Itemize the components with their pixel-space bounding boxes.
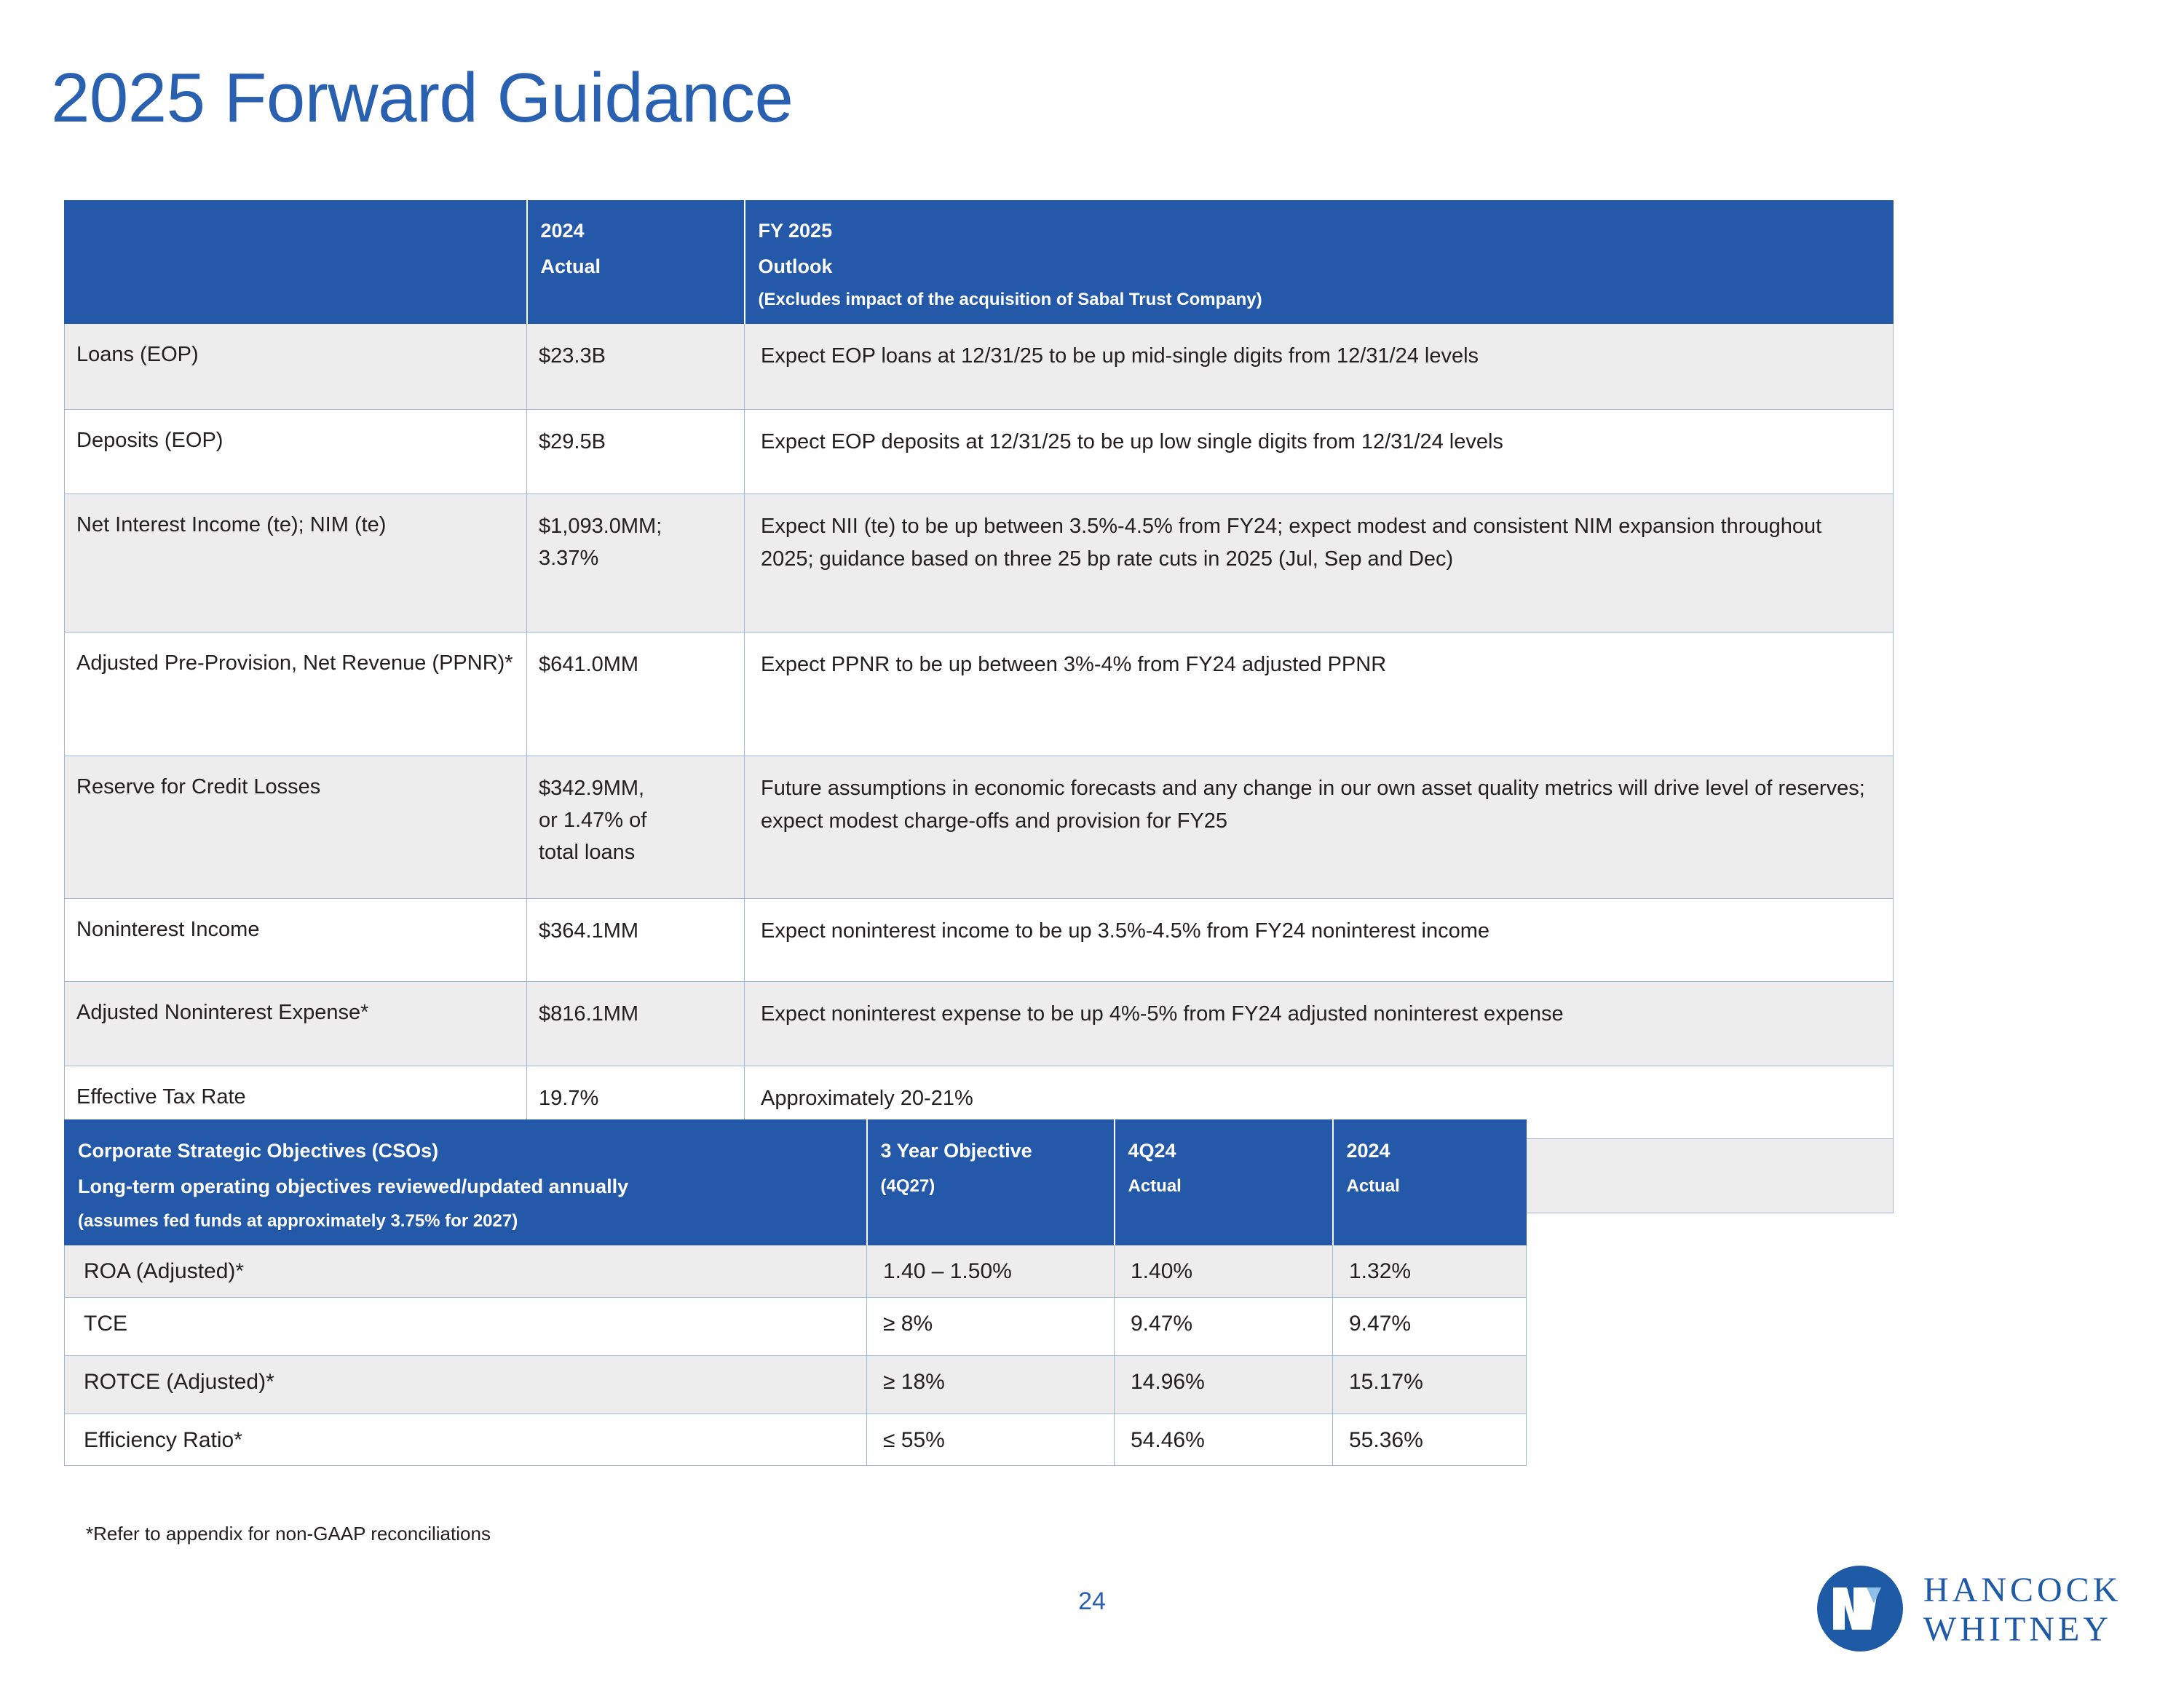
guidance-table-body: Loans (EOP) $23.3B Expect EOP loans at 12/… — [64, 323, 1894, 1214]
guidance-fy2025-outlook-text: Expect EOP loans at 12/31/25 to be up mi… — [744, 323, 1894, 411]
cso-header-subtitle: Long-term operating objectives reviewed/… — [78, 1175, 629, 1197]
guidance-header-metric — [64, 199, 528, 325]
guidance-fy2025-outlook-text: Future assumptions in economic forecasts… — [744, 756, 1894, 900]
cso-table-header-row: Corporate Strategic Objectives (CSOs) Lo… — [64, 1119, 1527, 1245]
guidance-fy2025-outlook-text: Expect PPNR to be up between 3%-4% from … — [744, 632, 1894, 757]
cso-4q24-actual-value: 14.96% — [1114, 1355, 1333, 1414]
guidance-fy2025-outlook-text: Expect noninterest income to be up 3.5%-… — [744, 898, 1894, 983]
guidance-metric-label: Deposits (EOP) — [64, 409, 527, 495]
guidance-header-2024-actual-line1: 2024 — [540, 220, 585, 242]
guidance-2024-actual-value: $23.3B — [526, 323, 745, 411]
forward-guidance-table: 2024 Actual FY 2025 Outlook (Excludes im… — [64, 199, 1894, 1214]
guidance-metric-label: Adjusted Pre-Provision, Net Revenue (PPN… — [64, 632, 527, 757]
guidance-fy2025-outlook-text: Expect noninterest expense to be up 4%-5… — [744, 981, 1894, 1067]
guidance-fy2025-outlook-text: Expect EOP deposits at 12/31/25 to be up… — [744, 409, 1894, 495]
guidance-fy2025-outlook-text: Expect NII (te) to be up between 3.5%-4.… — [744, 493, 1894, 633]
cso-header-3-year-objective-line1: 3 Year Objective — [880, 1140, 1032, 1162]
cso-2024-actual-value: 9.47% — [1332, 1296, 1527, 1356]
guidance-2024-actual-value: $342.9MM, or 1.47% of total loans — [526, 756, 745, 900]
cso-metric-label: Efficiency Ratio* — [64, 1413, 867, 1466]
guidance-2024-actual-value: $641.0MM — [526, 632, 745, 757]
cso-table-body: ROA (Adjusted)* 1.40 – 1.50% 1.40% 1.32% TCE… — [64, 1245, 1527, 1466]
hancock-whitney-wordmark: HANCOCK WHITNEY — [1923, 1571, 2121, 1649]
cso-4q24-actual-value: 1.40% — [1114, 1245, 1333, 1298]
table-row: Efficiency Ratio* ≤ 55% 54.46% 55.36% — [64, 1413, 1527, 1466]
guidance-header-2024-actual: 2024 Actual — [526, 199, 745, 325]
guidance-header-fy2025-outlook: FY 2025 Outlook (Excludes impact of the … — [744, 199, 1894, 325]
guidance-2024-actual-value: $29.5B — [526, 409, 745, 495]
cso-4q24-actual-value: 54.46% — [1114, 1413, 1333, 1466]
guidance-metric-label: Noninterest Income — [64, 898, 527, 983]
cso-3-year-objective-value: ≥ 18% — [866, 1355, 1115, 1414]
guidance-2024-actual-value: $1,093.0MM; 3.37% — [526, 493, 745, 633]
guidance-metric-label: Adjusted Noninterest Expense* — [64, 981, 527, 1067]
guidance-metric-label: Net Interest Income (te); NIM (te) — [64, 493, 527, 633]
table-row: Adjusted Pre-Provision, Net Revenue (PPN… — [64, 632, 1894, 757]
cso-3-year-objective-value: ≥ 8% — [866, 1296, 1115, 1356]
table-row: Deposits (EOP) $29.5B Expect EOP deposits … — [64, 409, 1894, 495]
cso-header-3-year-objective-line2: (4Q27) — [880, 1175, 935, 1196]
table-row: ROTCE (Adjusted)* ≥ 18% 14.96% 15.17% — [64, 1355, 1527, 1414]
cso-header-note: (assumes fed funds at approximately 3.75… — [78, 1211, 518, 1231]
cso-header-2024-actual: 2024 Actual — [1332, 1119, 1527, 1245]
table-row: Loans (EOP) $23.3B Expect EOP loans at 12/… — [64, 323, 1894, 411]
cso-header-4q24-actual-line1: 4Q24 — [1128, 1140, 1176, 1162]
corporate-strategic-objectives-table: Corporate Strategic Objectives (CSOs) Lo… — [64, 1119, 1527, 1466]
cso-2024-actual-value: 15.17% — [1332, 1355, 1527, 1414]
table-row: ROA (Adjusted)* 1.40 – 1.50% 1.40% 1.32% — [64, 1245, 1527, 1298]
table-row: Reserve for Credit Losses $342.9MM, or 1.… — [64, 756, 1894, 900]
cso-3-year-objective-value: ≤ 55% — [866, 1413, 1115, 1466]
guidance-metric-label: Loans (EOP) — [64, 323, 527, 411]
logo-line-1: HANCOCK — [1923, 1571, 2122, 1610]
table-row: TCE ≥ 8% 9.47% 9.47% — [64, 1296, 1527, 1356]
cso-header-title: Corporate Strategic Objectives (CSOs) — [78, 1140, 439, 1162]
footnote: *Refer to appendix for non-GAAP reconcil… — [86, 1523, 491, 1545]
cso-2024-actual-value: 55.36% — [1332, 1413, 1527, 1466]
guidance-table-header-row: 2024 Actual FY 2025 Outlook (Excludes im… — [64, 199, 1894, 325]
guidance-2024-actual-value: $816.1MM — [526, 981, 745, 1067]
guidance-header-2024-actual-line2: Actual — [540, 255, 601, 278]
guidance-header-fy2025-outlook-note: (Excludes impact of the acquisition of S… — [758, 290, 1262, 310]
cso-4q24-actual-value: 9.47% — [1114, 1296, 1333, 1356]
logo-line-2: WHITNEY — [1923, 1610, 2112, 1649]
guidance-header-fy2025-outlook-line1: FY 2025 — [758, 220, 833, 242]
cso-header-3-year-objective: 3 Year Objective (4Q27) — [866, 1119, 1115, 1245]
hancock-whitney-mark-icon — [1817, 1565, 1903, 1655]
cso-header-4q24-actual: 4Q24 Actual — [1114, 1119, 1334, 1245]
cso-2024-actual-value: 1.32% — [1332, 1245, 1527, 1298]
cso-metric-label: ROA (Adjusted)* — [64, 1245, 867, 1298]
guidance-2024-actual-value: $364.1MM — [526, 898, 745, 983]
cso-header-2024-actual-line1: 2024 — [1346, 1140, 1390, 1162]
table-row: Adjusted Noninterest Expense* $816.1MM Exp… — [64, 981, 1894, 1067]
guidance-metric-label: Reserve for Credit Losses — [64, 756, 527, 900]
cso-metric-label: TCE — [64, 1296, 867, 1356]
company-logo: HANCOCK WHITNEY — [1817, 1559, 2137, 1661]
cso-metric-label: ROTCE (Adjusted)* — [64, 1355, 867, 1414]
page-title: 2025 Forward Guidance — [51, 59, 794, 137]
cso-header-4q24-actual-line2: Actual — [1128, 1175, 1182, 1196]
guidance-header-fy2025-outlook-line2: Outlook — [758, 255, 833, 278]
table-row: Net Interest Income (te); NIM (te) $1,093… — [64, 493, 1894, 633]
cso-3-year-objective-value: 1.40 – 1.50% — [866, 1245, 1115, 1298]
cso-header-title-cell: Corporate Strategic Objectives (CSOs) Lo… — [64, 1119, 868, 1245]
cso-header-2024-actual-line2: Actual — [1346, 1175, 1400, 1196]
table-row: Noninterest Income $364.1MM Expect noninte… — [64, 898, 1894, 983]
page-number: 24 — [1078, 1587, 1106, 1615]
